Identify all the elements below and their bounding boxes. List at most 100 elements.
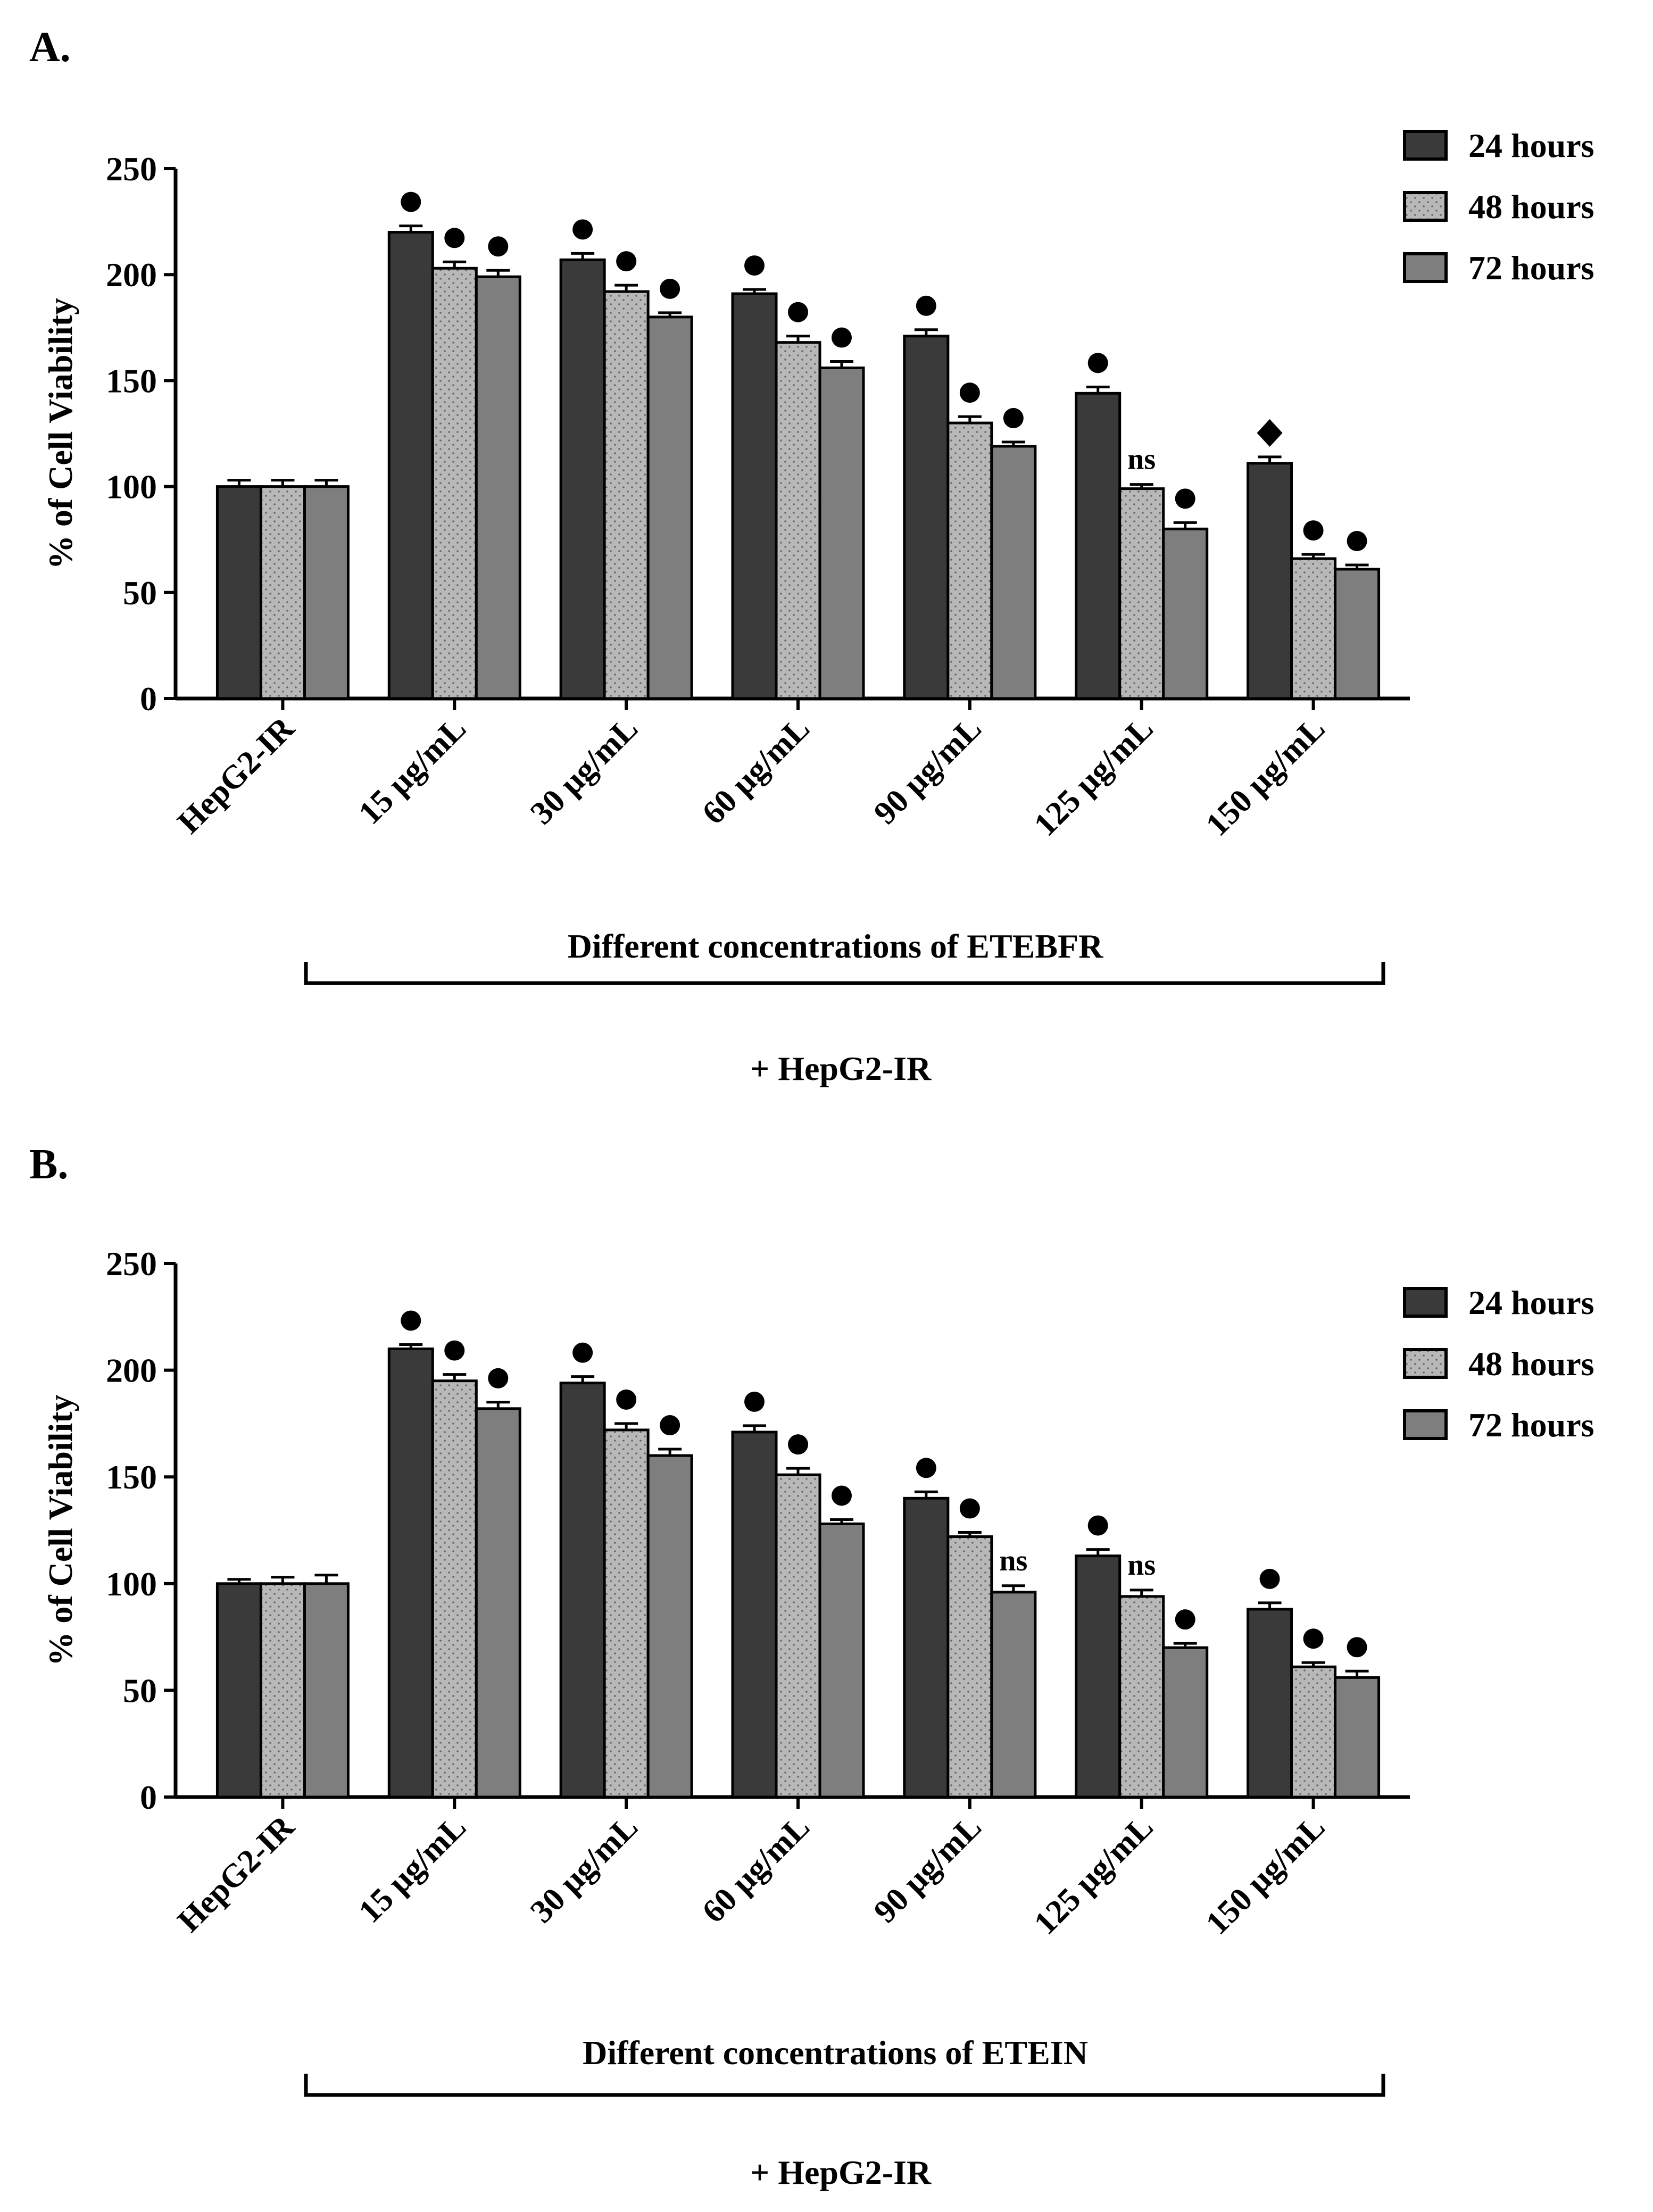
significance-dot	[959, 1498, 980, 1519]
x-tick-label: 150 µg/mL	[1199, 1809, 1332, 1942]
significance-dot	[660, 278, 680, 299]
significance-dot	[959, 382, 980, 403]
significance-dot	[916, 1458, 936, 1478]
significance-dot	[1175, 488, 1195, 509]
legend-swatch	[1403, 130, 1448, 161]
x-tick-label: 60 µg/mL	[695, 1809, 817, 1930]
x-tick-label: 60 µg/mL	[695, 710, 817, 831]
bar-48-hours	[946, 1535, 993, 1799]
y-axis-label: % of Cell Viability	[41, 298, 79, 569]
group-label: Different concentrations of ETEIN	[583, 2034, 1088, 2072]
bar-72-hours	[1162, 527, 1209, 700]
significance-dot	[1259, 1568, 1280, 1589]
bar-24-hours	[387, 231, 434, 700]
y-tick-label: 250	[106, 150, 157, 188]
significance-dot	[572, 219, 593, 240]
legend-label: 24 hours	[1468, 127, 1594, 164]
significance-dot	[444, 1340, 465, 1361]
bar-48-hours	[775, 1473, 821, 1799]
bar-72-hours	[818, 366, 865, 700]
y-tick-label: 200	[106, 256, 157, 294]
significance-ns: ns	[1127, 1549, 1156, 1582]
x-tick-label: 30 µg/mL	[524, 1809, 645, 1930]
bar-48-hours	[431, 1379, 478, 1799]
x-tick-label: 90 µg/mL	[867, 710, 989, 831]
legend-label: 48 hours	[1468, 188, 1594, 226]
bar-24-hours	[559, 258, 606, 700]
y-axis-label: % of Cell Viability	[41, 1394, 79, 1666]
x-tick-label: 125 µg/mL	[1027, 710, 1160, 843]
y-tick-label: 150	[106, 1458, 157, 1496]
panel-label: A.	[29, 24, 71, 71]
chart-panel-a: A. 0 50 100 150 200 250 % of Cell Viability HepG…	[29, 24, 1594, 1087]
bar-48-hours	[431, 267, 478, 700]
significance-dot	[572, 1342, 593, 1363]
bar-24-hours	[559, 1382, 606, 1799]
significance-dot	[1303, 520, 1324, 541]
x-tick-label: 90 µg/mL	[867, 1809, 989, 1930]
significance-dot	[1303, 1628, 1324, 1649]
panel-label: B.	[29, 1141, 68, 1188]
x-tick-label: HepG2-IR	[171, 1808, 302, 1939]
legend-swatch	[1403, 252, 1448, 283]
bar-24-hours	[903, 335, 950, 700]
significance-dot	[401, 1310, 421, 1331]
bar-24-hours	[731, 1431, 778, 1799]
legend-label: 72 hours	[1468, 249, 1594, 287]
bar-48-hours	[775, 341, 821, 700]
bar-72-hours	[1162, 1646, 1209, 1799]
legend-swatch	[1403, 191, 1448, 222]
bar-48-hours	[1118, 1595, 1165, 1799]
x-tick-label: 15 µg/mL	[352, 1809, 473, 1930]
bar-48-hours	[1290, 1665, 1337, 1799]
footer-label: + HepG2-IR	[750, 1050, 932, 1087]
bar-24-hours	[215, 485, 262, 700]
legend-label: 24 hours	[1468, 1284, 1594, 1321]
y-tick-label: 50	[123, 574, 157, 612]
bar-72-hours	[475, 1407, 521, 1799]
bar-48-hours	[603, 1428, 650, 1799]
bar-72-hours	[303, 1582, 350, 1799]
significance-dot	[1003, 408, 1024, 428]
bar-24-hours	[1075, 1554, 1122, 1799]
legend-label: 48 hours	[1468, 1345, 1594, 1383]
bar-72-hours	[1334, 1676, 1381, 1799]
bar-24-hours	[1247, 1608, 1293, 1799]
bar-72-hours	[990, 445, 1037, 700]
bar-72-hours	[475, 275, 521, 700]
significance-dot	[444, 228, 465, 248]
chart-panel-b: B. 0 50 100 150 200 250 % of Cell Viability HepG…	[29, 1141, 1594, 2191]
significance-dot	[1087, 353, 1108, 373]
bar-24-hours	[1247, 462, 1293, 700]
x-tick-label: 30 µg/mL	[524, 710, 645, 831]
bar-72-hours	[303, 485, 350, 700]
significance-dot	[1347, 531, 1367, 552]
y-tick-label: 0	[140, 1778, 157, 1816]
x-tick-label: 150 µg/mL	[1199, 710, 1332, 843]
legend-swatch	[1403, 1409, 1448, 1440]
significance-dot	[1175, 1609, 1195, 1630]
legend-swatch	[1403, 1348, 1448, 1379]
y-tick-label: 0	[140, 680, 157, 718]
significance-dot	[488, 236, 509, 257]
y-tick-label: 50	[123, 1672, 157, 1709]
significance-dot	[744, 1391, 765, 1412]
significance-dot	[1347, 1637, 1367, 1658]
significance-dot	[660, 1415, 680, 1436]
y-tick-label: 100	[106, 1565, 157, 1603]
bar-24-hours	[1075, 392, 1122, 700]
group-label: Different concentrations of ETEBFR	[568, 927, 1103, 965]
y-tick-label: 250	[106, 1245, 157, 1283]
x-tick-label: HepG2-IR	[171, 710, 302, 841]
legend-label: 72 hours	[1468, 1406, 1594, 1444]
bar-24-hours	[731, 292, 778, 700]
significance-dot	[916, 295, 936, 316]
y-tick-label: 100	[106, 468, 157, 506]
significance-dot	[616, 251, 637, 272]
significance-dot	[744, 255, 765, 276]
bar-48-hours	[259, 1582, 306, 1799]
significance-dot	[616, 1389, 637, 1410]
y-tick-label: 150	[106, 362, 157, 400]
significance-dot	[788, 302, 808, 322]
